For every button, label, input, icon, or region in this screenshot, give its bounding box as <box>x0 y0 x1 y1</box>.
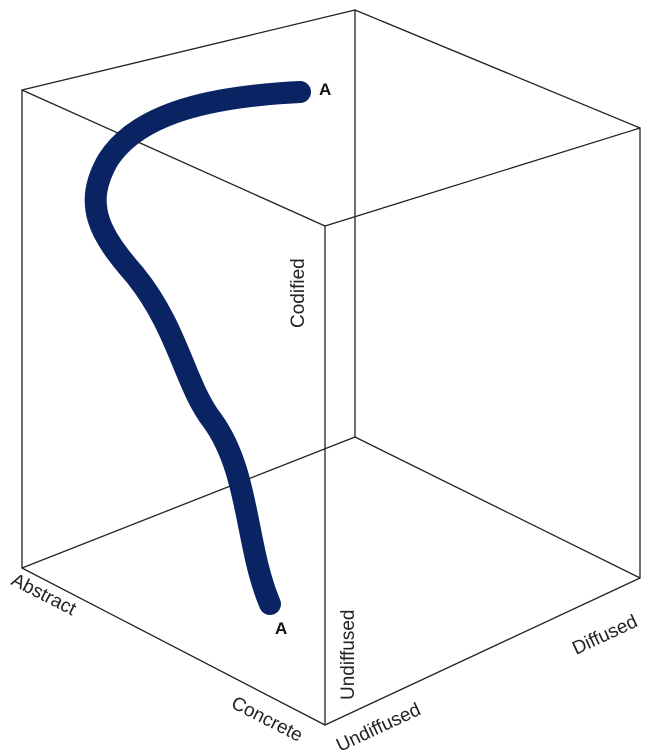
axis-label-concrete: Concrete <box>228 693 306 747</box>
trajectory-curve <box>84 81 311 615</box>
axis-label-codified: Codified <box>288 258 309 328</box>
axis-label-abstract: Abstract <box>8 570 80 621</box>
axis-label-undiffused-front: Undiffused <box>333 699 424 756</box>
cube-edge-top-back-right <box>354 9 641 129</box>
point-label-end: A <box>275 619 287 638</box>
cube-edge-bottom-front-right <box>324 577 641 726</box>
cube-edge-top-front-right <box>324 127 641 227</box>
cube-edge-top-back-left <box>21 9 356 91</box>
point-label-start: A <box>319 80 331 99</box>
cube-edge-top-front-left <box>21 89 326 227</box>
cube-edge-hidden-back-right <box>354 436 641 579</box>
axis-label-undiffused-vertical: Undiffused <box>338 610 359 701</box>
axis-label-diffused: Diffused <box>569 611 641 659</box>
cube-edge-bottom-front-left <box>21 567 326 726</box>
cube-edge-hidden-back-left <box>21 436 356 569</box>
